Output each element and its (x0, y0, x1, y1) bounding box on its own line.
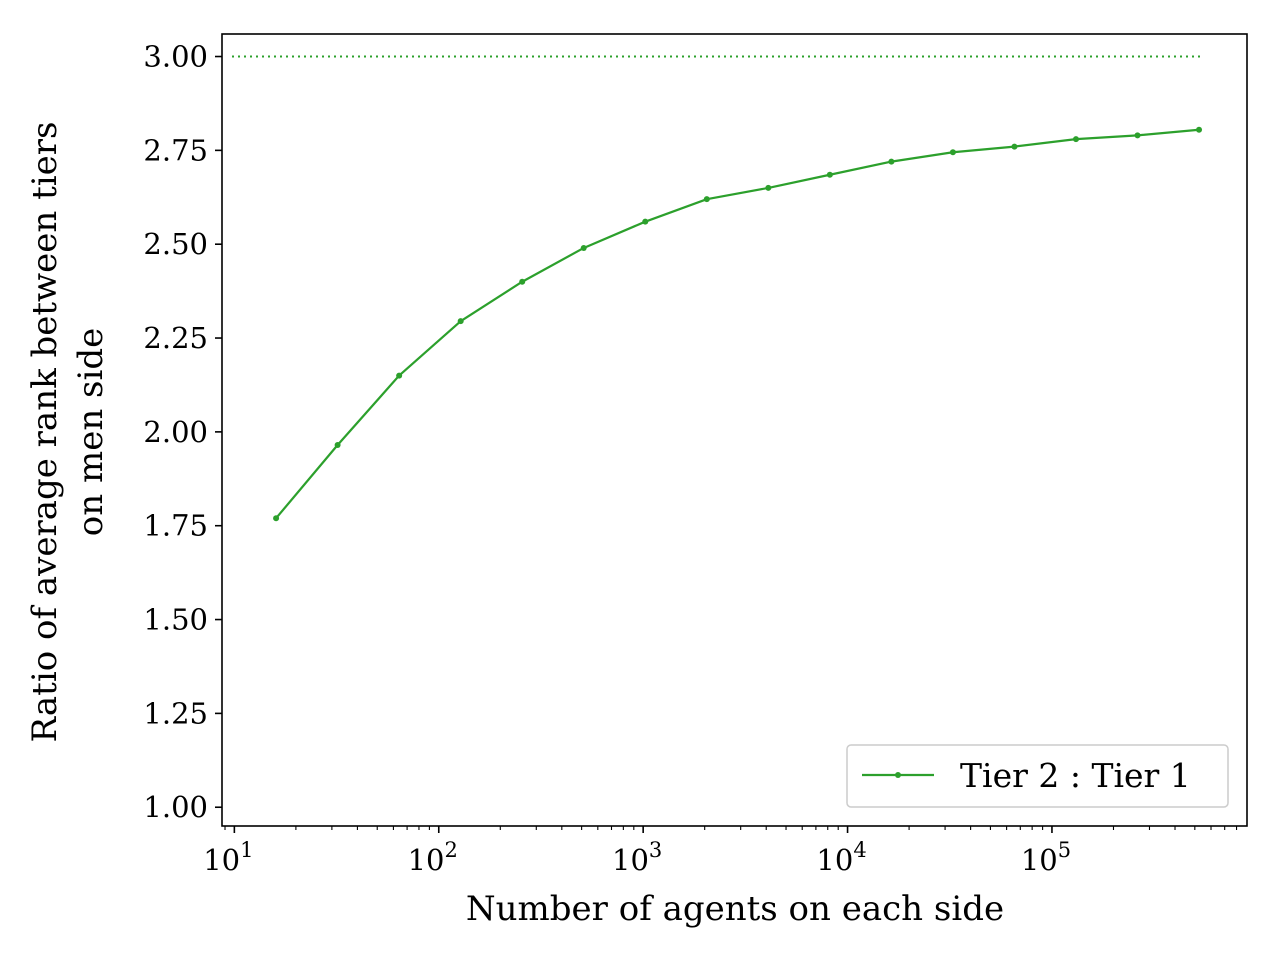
data-point-0-15 (1196, 126, 1203, 133)
x-tick-label: 105 (1021, 838, 1071, 877)
y-tick-label: 2.75 (143, 133, 208, 167)
x-tick-base: 10 (1021, 843, 1058, 877)
legend-marker-sample (895, 772, 901, 778)
y-tick-label: 1.75 (143, 509, 208, 543)
data-point-0-10 (888, 158, 895, 165)
data-point-0-7 (703, 196, 710, 203)
data-point-0-2 (396, 372, 403, 379)
y-tick-label: 2.00 (143, 415, 208, 449)
x-tick-base: 10 (612, 843, 649, 877)
x-tick-base: 10 (203, 843, 240, 877)
y-tick-label: 1.50 (143, 603, 208, 637)
data-point-0-6 (642, 218, 649, 225)
x-tick-base: 10 (408, 843, 445, 877)
y-tick-label: 1.25 (143, 696, 208, 730)
legend-box (846, 744, 1229, 808)
x-axis-label: Number of agents on each side (466, 889, 1004, 929)
x-tick-exponent: 3 (649, 838, 662, 862)
y-axis-label-line-1: Ratio of average rank between tiers (25, 122, 65, 743)
x-tick-label: 101 (203, 838, 253, 877)
x-tick-label: 104 (816, 838, 866, 877)
y-tick-label: 2.25 (143, 321, 208, 355)
data-point-0-0 (273, 515, 280, 522)
y-tick-label: 3.00 (143, 40, 208, 74)
x-tick-exponent: 1 (240, 838, 253, 862)
x-tick-base: 10 (816, 843, 853, 877)
series-line-0 (275, 128, 1200, 519)
data-point-0-1 (334, 442, 341, 449)
data-point-0-8 (765, 184, 772, 191)
y-axis-label: Ratio of average rank between tiers on m… (25, 122, 111, 743)
data-point-0-3 (457, 318, 464, 325)
plot-frame (221, 33, 1248, 827)
data-point-0-11 (949, 149, 956, 156)
legend-label: Tier 2 : Tier 1 (960, 756, 1191, 795)
data-point-0-5 (580, 244, 587, 251)
data-point-0-9 (826, 171, 833, 178)
y-axis-label-line-2: on men side (71, 328, 111, 536)
x-tick-exponent: 5 (1058, 838, 1071, 862)
data-point-0-4 (519, 278, 526, 285)
x-tick-label: 103 (612, 838, 662, 877)
plot-area (232, 55, 1203, 522)
data-point-0-14 (1134, 132, 1141, 139)
legend: Tier 2 : Tier 1 (846, 744, 1229, 808)
x-tick-exponent: 2 (445, 838, 458, 862)
x-tick-label: 102 (408, 838, 458, 877)
y-tick-label: 2.50 (143, 227, 208, 261)
x-tick-exponent: 4 (853, 838, 866, 862)
data-point-0-13 (1072, 136, 1079, 143)
y-tick-label: 1.00 (143, 790, 208, 824)
data-point-0-12 (1011, 143, 1018, 150)
